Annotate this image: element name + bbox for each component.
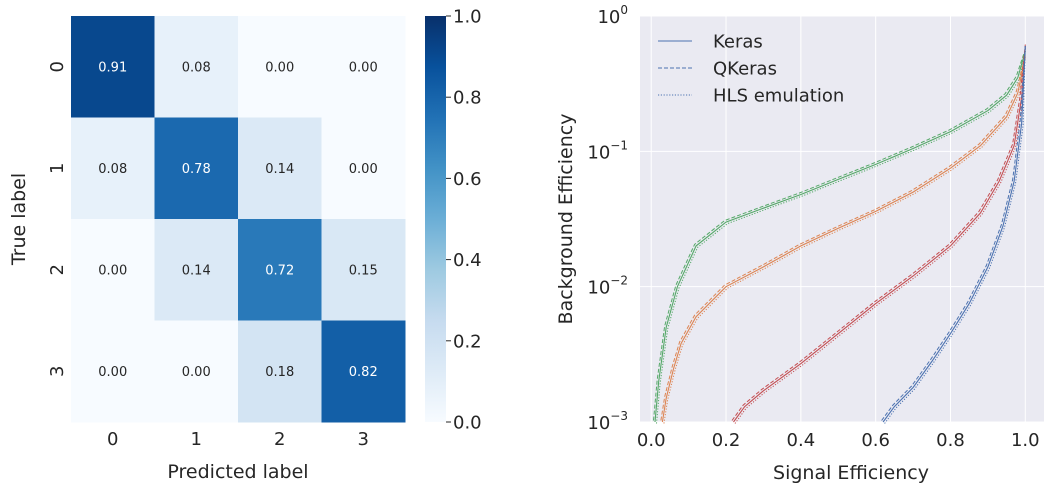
- legend-label: HLS emulation: [713, 86, 844, 107]
- heatmap-y-tick-label: 0: [47, 61, 68, 72]
- heatmap-cell: [321, 320, 406, 423]
- heatmap-cell: [71, 16, 155, 118]
- y-tick-label: 10−1: [587, 138, 628, 163]
- x-tick-label: 0.0: [637, 430, 666, 451]
- heatmap-cell: [154, 117, 239, 220]
- roc-panel: 0.0 0.2 0.4 0.6 0.8 1.0 10−3 10−2 10−1 100 Signa…: [555, 3, 1044, 484]
- colorbar-tick-label: 0.6: [453, 169, 482, 190]
- heatmap-y-label: True label: [8, 173, 30, 266]
- cell-value-label: 0.00: [182, 365, 211, 380]
- heatmap-cell: [71, 117, 155, 220]
- colorbar-tick-label: 0.2: [453, 331, 482, 352]
- heatmap-x-tick-label: 1: [191, 429, 202, 450]
- cell-value-label: 0.91: [98, 60, 127, 75]
- heatmap-x-label: Predicted label: [167, 461, 308, 483]
- heatmap-cell: [238, 320, 322, 423]
- cell-value-label: 0.00: [98, 263, 127, 278]
- cell-value-label: 0.00: [98, 365, 127, 380]
- y-tick-label: 10−3: [587, 409, 628, 434]
- roc-curve-dashed: [731, 44, 1026, 421]
- cell-value-label: 0.78: [182, 162, 211, 177]
- roc-curve-dotted: [884, 47, 1026, 424]
- y-tick-label: 10−2: [587, 274, 628, 299]
- heatmap-y-tick-label: 2: [47, 264, 68, 275]
- cell-value-label: 0.18: [265, 365, 294, 380]
- heatmap-x-ticks: 0 1 2 3: [107, 429, 369, 450]
- colorbar: [425, 16, 446, 422]
- heatmap-x-tick-label: 0: [107, 429, 118, 450]
- colorbar-tick-label: 0.8: [453, 88, 482, 109]
- cell-value-label: 0.72: [265, 263, 294, 278]
- heatmap-cell: [71, 219, 155, 321]
- roc-curve-solid: [654, 50, 1026, 423]
- y-tick-label: 100: [597, 3, 628, 28]
- cell-value-label: 0.08: [182, 60, 211, 75]
- cell-value-label: 0.15: [349, 263, 378, 278]
- colorbar-tick-label: 1.0: [453, 7, 482, 28]
- heatmap-cell: [321, 117, 406, 220]
- roc-x-label: Signal Efficiency: [773, 462, 929, 484]
- legend: Keras QKeras HLS emulation: [658, 32, 844, 107]
- roc-curve-dashed: [881, 44, 1026, 421]
- grid-lines: [640, 15, 1044, 423]
- x-tick-label: 0.8: [936, 430, 965, 451]
- legend-label: Keras: [713, 32, 763, 53]
- heatmap-cell: [154, 219, 239, 321]
- heatmap-y-tick-label: 1: [47, 163, 68, 174]
- heatmap-x-tick-label: 3: [358, 429, 369, 450]
- y-ticks: 10−3 10−2 10−1 100: [587, 3, 628, 434]
- colorbar-tick-label: 0.0: [453, 413, 482, 434]
- cell-value-label: 0.14: [182, 263, 211, 278]
- cell-value-label: 0.14: [265, 162, 294, 177]
- x-tick-label: 0.6: [861, 430, 890, 451]
- legend-label: QKeras: [713, 59, 777, 80]
- colorbar-tick-label: 0.4: [453, 250, 482, 271]
- heatmap-x-tick-label: 2: [274, 429, 285, 450]
- roc-curve-solid: [661, 56, 1026, 423]
- roc-curve-dotted: [663, 58, 1026, 424]
- heatmap-panel: 0.91 0.08 0.00 0.000.08 0.78 0.14 0.000.00 0.14…: [8, 7, 482, 484]
- roc-curve-solid: [882, 45, 1026, 423]
- roc-curves: [653, 44, 1026, 424]
- cell-value-label: 0.00: [349, 60, 378, 75]
- roc-curve-dashed: [653, 49, 1026, 421]
- heatmap-cell: [238, 219, 322, 321]
- cell-value-label: 0.82: [349, 365, 378, 380]
- heatmap-cells: 0.91 0.08 0.00 0.00 0.08 0.78 0.14 0.00 0.00 0.14…: [71, 16, 406, 423]
- roc-curve-dashed: [660, 55, 1026, 421]
- heatmap-cell: [71, 320, 155, 423]
- cell-value-label: 0.00: [265, 60, 294, 75]
- heatmap-cell: [154, 320, 239, 423]
- heatmap-cell: [321, 219, 406, 321]
- x-tick-label: 0.4: [787, 430, 816, 451]
- colorbar-ticks: 0.0 0.2 0.4 0.6 0.8 1.0: [446, 7, 482, 434]
- x-tick-label: 0.2: [712, 430, 741, 451]
- roc-curve-solid: [733, 45, 1026, 423]
- heatmap-y-ticks: 0 1 2 3: [47, 61, 68, 377]
- heatmap-cell: [238, 16, 322, 118]
- plot-background: [640, 16, 1044, 422]
- cell-value-label: 0.08: [98, 162, 127, 177]
- heatmap-y-tick-label: 3: [47, 366, 68, 377]
- x-tick-label: 1.0: [1011, 430, 1040, 451]
- heatmap-cell: [238, 117, 322, 220]
- heatmap-cell: [154, 16, 239, 118]
- cell-value-label: 0.00: [349, 162, 378, 177]
- heatmap-cell: [321, 16, 406, 118]
- x-ticks: 0.0 0.2 0.4 0.6 0.8 1.0: [637, 430, 1040, 451]
- roc-y-label: Background Efficiency: [555, 114, 577, 325]
